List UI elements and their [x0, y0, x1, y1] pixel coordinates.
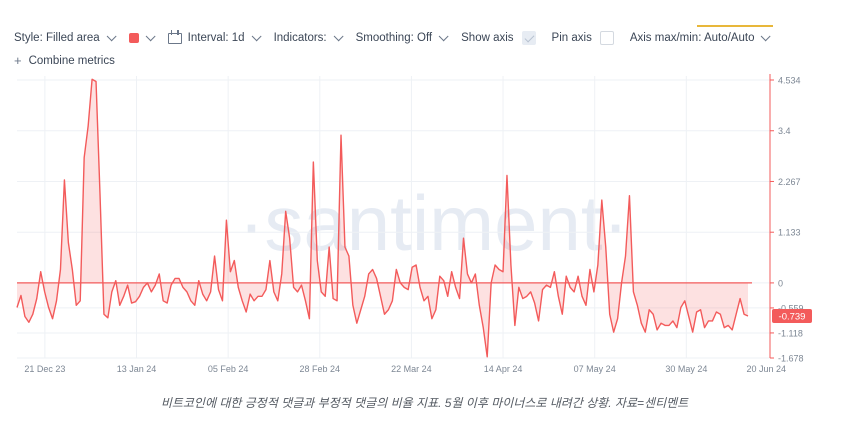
y-tick-label: -0.559 [778, 303, 804, 313]
x-tick-label: 22 Mar 24 [391, 364, 432, 374]
plus-icon: + [14, 53, 22, 68]
pin-axis-checkbox[interactable] [599, 31, 614, 45]
x-tick-label: 30 May 24 [665, 364, 707, 374]
y-tick-label: -1.678 [778, 354, 804, 364]
last-value-label: -0.739 [779, 311, 806, 322]
style-dropdown[interactable]: Style: Filled area [14, 30, 117, 44]
chevron-down-icon [145, 30, 156, 41]
show-axis-toggle[interactable]: Show axis [461, 31, 536, 45]
chevron-down-icon [333, 30, 344, 41]
smoothing-dropdown[interactable]: Smoothing: Off [355, 30, 449, 44]
y-tick-label: -1.118 [778, 328, 803, 338]
interval-label: Interval: 1d [187, 32, 245, 44]
pin-axis-toggle[interactable]: Pin axis [552, 31, 614, 45]
smoothing-label: Smoothing: Off [355, 32, 433, 44]
pin-axis-label: Pin axis [551, 32, 592, 44]
series-line [16, 78, 749, 358]
style-label: Style: Filled area [14, 32, 100, 44]
interval-dropdown[interactable]: Interval: 1d [167, 29, 262, 44]
chevron-down-icon [251, 30, 262, 41]
color-swatch [128, 33, 139, 43]
accent-line [697, 25, 773, 27]
axis-maxmin-dropdown[interactable]: Axis max/min: Auto/Auto [629, 30, 772, 44]
y-tick-label: 1.133 [778, 228, 801, 238]
x-tick-label: 20 Jun 24 [746, 364, 786, 374]
x-tick-label: 13 Jan 24 [117, 364, 157, 374]
y-tick-label: 2.267 [778, 177, 801, 187]
x-tick-label: 28 Feb 24 [300, 364, 341, 374]
last-value-badge [772, 308, 812, 323]
chevron-down-icon [761, 30, 772, 41]
area-chart[interactable]: ·santiment· 4.534 3.4 2.267 1.133 0 -0.559 -1.1… [0, 70, 849, 380]
calendar-icon [167, 29, 182, 44]
indicators-dropdown[interactable]: Indicators: [273, 30, 344, 44]
chevron-down-icon [438, 30, 449, 41]
indicators-label: Indicators: [273, 32, 327, 44]
x-tick-label: 07 May 24 [574, 364, 616, 374]
color-picker[interactable] [128, 30, 156, 43]
show-axis-checkbox[interactable] [521, 31, 536, 45]
axis-maxmin-label: Axis max/min: Auto/Auto [629, 32, 755, 44]
chevron-down-icon [106, 30, 117, 41]
x-tick-label: 21 Dec 23 [24, 364, 65, 374]
watermark-text: ·santiment· [238, 179, 628, 267]
x-tick-label: 14 Apr 24 [484, 364, 523, 374]
chart-toolbar: Style: Filled area Interval: 1d Indicato… [14, 29, 834, 68]
figure-caption: 비트코인에 대한 긍정적 댓글과 부정적 댓글의 비율 지표. 5월 이후 마이… [160, 396, 689, 410]
combine-metrics-label: Combine metrics [28, 54, 115, 67]
y-tick-label: 3.4 [778, 126, 791, 136]
y-tick-label: 4.534 [778, 76, 801, 86]
show-axis-label: Show axis [461, 32, 514, 44]
y-tick-label: 0 [778, 278, 783, 288]
x-tick-label: 05 Feb 24 [208, 364, 249, 374]
combine-metrics-button[interactable]: + Combine metrics [14, 53, 834, 68]
